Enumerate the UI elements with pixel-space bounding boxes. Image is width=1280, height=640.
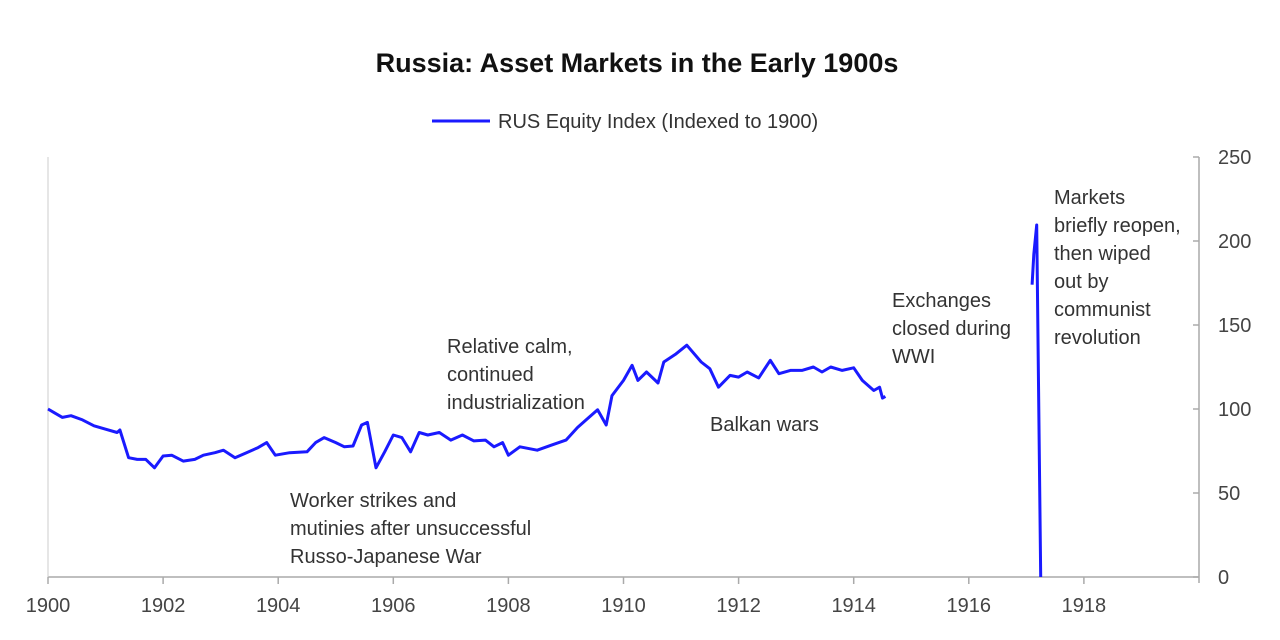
annotation-line: Markets	[1054, 187, 1125, 209]
y-tick-label: 100	[1218, 399, 1251, 421]
annotation-closed: Exchanges closed during WWI	[892, 290, 1011, 368]
annotation-line: Russo-Japanese War	[290, 546, 482, 568]
x-tick-label: 1902	[141, 595, 186, 617]
x-tick-label: 1916	[947, 595, 992, 617]
y-tick-label: 200	[1218, 231, 1251, 253]
annotation-strikes: Worker strikes and mutinies after unsucce…	[290, 490, 531, 568]
annotation-line: out by	[1054, 271, 1108, 293]
x-tick-label: 1914	[831, 595, 876, 617]
annotation-line: Balkan wars	[710, 414, 819, 436]
x-tick-label: 1910	[601, 595, 646, 617]
x-tick-label: 1908	[486, 595, 531, 617]
chart-title: Russia: Asset Markets in the Early 1900s	[376, 48, 899, 78]
x-tick-label: 1904	[256, 595, 301, 617]
series-line	[1030, 223, 1043, 578]
y-tick-label: 250	[1218, 147, 1251, 169]
annotation-line: briefly reopen,	[1054, 215, 1181, 237]
annotation-line: communist	[1054, 299, 1151, 321]
x-tick-label: 1906	[371, 595, 416, 617]
annotation-line: Exchanges	[892, 290, 991, 312]
annotation-line: WWI	[892, 346, 935, 368]
annotation-calm: Relative calm, continued industrialization	[447, 336, 585, 414]
y-tick-label: 150	[1218, 315, 1251, 337]
annotation-line: revolution	[1054, 327, 1141, 349]
y-tick-label: 50	[1218, 483, 1240, 505]
legend-label: RUS Equity Index (Indexed to 1900)	[498, 111, 818, 133]
annotation-line: industrialization	[447, 392, 585, 414]
x-tick-label: 1912	[716, 595, 761, 617]
annotation-line: Relative calm,	[447, 336, 573, 358]
annotation-revolution: Markets briefly reopen, then wiped out by co…	[1054, 187, 1181, 349]
y-tick-label: 0	[1218, 567, 1229, 589]
legend: RUS Equity Index (Indexed to 1900)	[432, 111, 818, 133]
annotation-line: Worker strikes and	[290, 490, 456, 512]
annotation-line: then wiped	[1054, 243, 1151, 265]
annotation-balkan: Balkan wars	[710, 414, 819, 436]
x-tick-label: 1918	[1062, 595, 1107, 617]
annotation-line: mutinies after unsuccessful	[290, 518, 531, 540]
series-line	[47, 343, 887, 470]
annotation-line: continued	[447, 364, 534, 386]
annotation-line: closed during	[892, 318, 1011, 340]
x-tick-label: 1900	[26, 595, 71, 617]
